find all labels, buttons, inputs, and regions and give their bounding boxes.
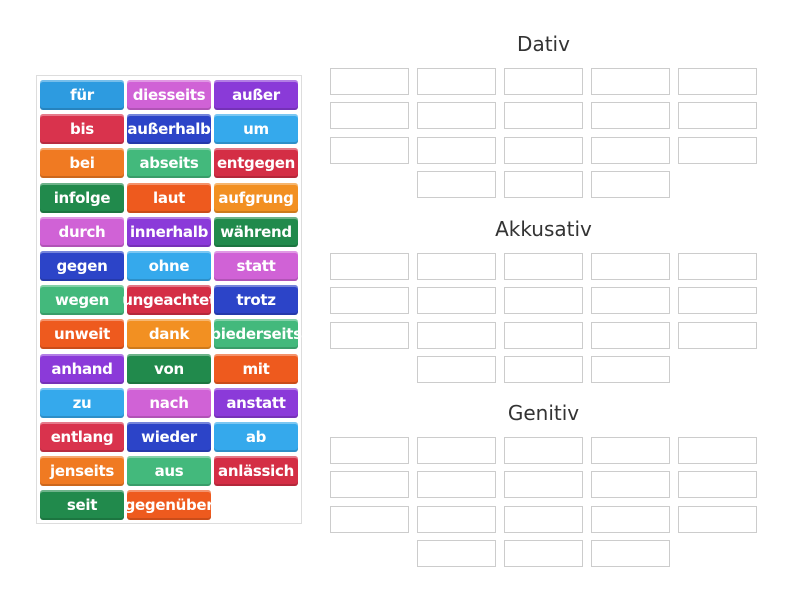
drop-slot[interactable] bbox=[417, 471, 496, 499]
drop-slot[interactable] bbox=[591, 539, 670, 567]
drop-slot[interactable] bbox=[417, 539, 496, 567]
drop-slot[interactable] bbox=[504, 505, 583, 533]
group-title: Dativ bbox=[517, 32, 570, 56]
word-tile[interactable]: innerhalb bbox=[127, 216, 211, 247]
drop-slot[interactable] bbox=[417, 355, 496, 383]
drop-slot[interactable] bbox=[678, 471, 757, 499]
drop-slot[interactable] bbox=[504, 68, 583, 95]
drop-slot[interactable] bbox=[417, 287, 496, 315]
drop-slot[interactable] bbox=[504, 170, 583, 198]
word-tile[interactable]: laut bbox=[127, 182, 211, 213]
word-tile[interactable]: ab bbox=[214, 422, 298, 452]
drop-slot[interactable] bbox=[504, 136, 583, 164]
word-tile[interactable]: um bbox=[214, 114, 298, 145]
word-tile[interactable]: gegen bbox=[40, 251, 124, 281]
word-tile[interactable]: abseits bbox=[127, 148, 211, 179]
drop-slot[interactable] bbox=[504, 437, 583, 464]
drop-slot[interactable] bbox=[591, 505, 670, 533]
drop-slot[interactable] bbox=[504, 321, 583, 349]
drop-slot[interactable] bbox=[330, 102, 409, 130]
group-title: Genitiv bbox=[507, 401, 580, 425]
drop-slot[interactable] bbox=[417, 253, 496, 280]
drop-slot[interactable] bbox=[591, 321, 670, 349]
drop-slot[interactable] bbox=[330, 253, 409, 280]
word-tile[interactable]: infolge bbox=[40, 182, 124, 213]
word-tile[interactable]: bei bbox=[40, 148, 124, 179]
drop-slot[interactable] bbox=[417, 321, 496, 349]
drop-slot[interactable] bbox=[678, 287, 757, 315]
drop-slot[interactable] bbox=[591, 355, 670, 383]
word-tile[interactable]: trotz bbox=[214, 285, 298, 316]
word-tile[interactable]: statt bbox=[214, 251, 298, 281]
word-tile[interactable]: unweit bbox=[40, 319, 124, 350]
word-tile[interactable]: jenseits bbox=[40, 456, 124, 487]
drop-slot[interactable] bbox=[591, 170, 670, 198]
drop-slot[interactable] bbox=[417, 102, 496, 130]
word-tile[interactable]: wieder bbox=[127, 422, 211, 452]
word-tile[interactable]: durch bbox=[40, 216, 124, 247]
drop-slot[interactable] bbox=[330, 287, 409, 315]
drop-slot[interactable] bbox=[504, 539, 583, 567]
word-tile[interactable]: wegen bbox=[40, 285, 124, 316]
tile-pool: für diesseits außer bis außerhalb um bei abseit… bbox=[36, 75, 302, 524]
drop-slot[interactable] bbox=[591, 471, 670, 499]
drop-slot[interactable] bbox=[678, 253, 757, 280]
word-tile[interactable]: diesseits bbox=[127, 80, 211, 110]
word-tile[interactable]: während bbox=[214, 216, 298, 247]
word-tile[interactable]: anlässich bbox=[214, 456, 298, 487]
word-tile[interactable]: gegenüber bbox=[125, 490, 214, 521]
drop-slot[interactable] bbox=[330, 471, 409, 499]
word-tile[interactable]: anhand bbox=[40, 353, 124, 384]
drop-slot[interactable] bbox=[330, 505, 409, 533]
drop-slot[interactable] bbox=[678, 68, 757, 95]
word-tile[interactable]: aus bbox=[127, 456, 211, 487]
drop-slot[interactable] bbox=[504, 287, 583, 315]
drop-slot[interactable] bbox=[591, 136, 670, 164]
word-tile[interactable]: von bbox=[127, 353, 211, 384]
drop-slot[interactable] bbox=[330, 437, 409, 464]
drop-slot[interactable] bbox=[417, 170, 496, 198]
word-tile[interactable]: entlang bbox=[40, 422, 124, 452]
drop-slot[interactable] bbox=[591, 253, 670, 280]
word-tile[interactable]: seit bbox=[40, 490, 124, 521]
drop-slot[interactable] bbox=[417, 136, 496, 164]
drop-slot[interactable] bbox=[678, 102, 757, 130]
drop-slot[interactable] bbox=[504, 471, 583, 499]
word-tile[interactable]: mit bbox=[214, 353, 298, 384]
word-tile[interactable]: dank bbox=[127, 319, 211, 350]
word-tile[interactable]: nach bbox=[127, 387, 211, 418]
drop-slot[interactable] bbox=[504, 253, 583, 280]
drop-slot[interactable] bbox=[330, 136, 409, 164]
word-tile[interactable]: bis bbox=[40, 114, 124, 145]
drop-slot[interactable] bbox=[678, 505, 757, 533]
word-tile[interactable]: zu bbox=[40, 387, 124, 418]
word-tile[interactable]: entgegen bbox=[214, 148, 298, 179]
drop-slot[interactable] bbox=[417, 68, 496, 95]
drop-slot[interactable] bbox=[417, 505, 496, 533]
drop-slot[interactable] bbox=[591, 102, 670, 130]
word-tile[interactable]: ungeachtet bbox=[122, 285, 216, 316]
drop-slot[interactable] bbox=[591, 68, 670, 95]
drop-slot[interactable] bbox=[591, 287, 670, 315]
drop-slot[interactable] bbox=[330, 321, 409, 349]
drop-slot[interactable] bbox=[330, 68, 409, 95]
word-tile[interactable]: für bbox=[40, 80, 124, 110]
group-title: Akkusativ bbox=[495, 217, 592, 241]
drop-slot[interactable] bbox=[504, 102, 583, 130]
word-tile[interactable]: ohne bbox=[127, 251, 211, 281]
word-tile[interactable]: aufgrung bbox=[214, 182, 298, 213]
word-tile[interactable]: biederseits bbox=[210, 319, 302, 350]
drop-slot[interactable] bbox=[678, 136, 757, 164]
drop-slot[interactable] bbox=[678, 437, 757, 464]
word-tile[interactable]: außerhalb bbox=[127, 114, 211, 145]
drop-slot[interactable] bbox=[678, 321, 757, 349]
drop-slot[interactable] bbox=[417, 437, 496, 464]
drop-slot[interactable] bbox=[591, 437, 670, 464]
drop-slot[interactable] bbox=[504, 355, 583, 383]
word-tile[interactable]: anstatt bbox=[214, 387, 298, 418]
word-tile[interactable]: außer bbox=[214, 80, 298, 110]
